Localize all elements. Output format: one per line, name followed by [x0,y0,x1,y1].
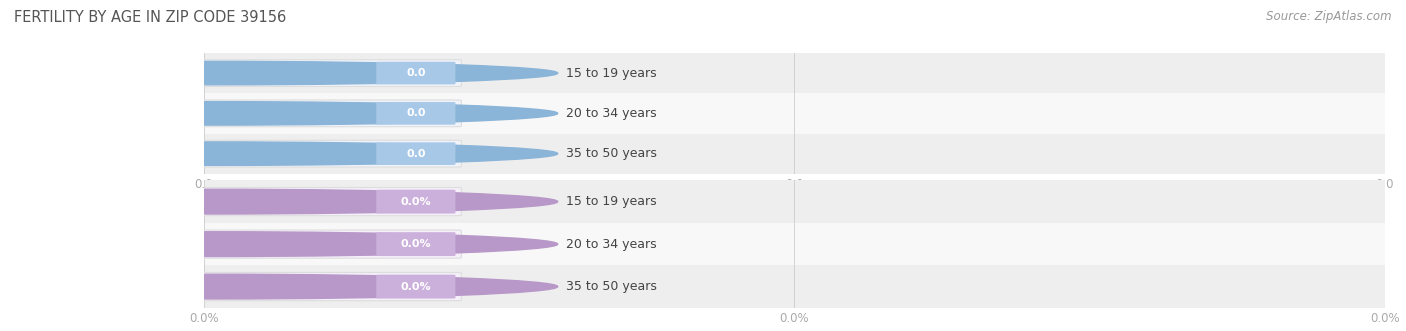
Text: 15 to 19 years: 15 to 19 years [567,67,657,79]
Text: 0.0: 0.0 [406,108,426,118]
Bar [204,93,1385,133]
Circle shape [0,274,558,299]
Bar [204,53,1385,93]
Circle shape [0,232,558,257]
Circle shape [0,142,558,166]
Text: 20 to 34 years: 20 to 34 years [567,238,657,251]
FancyBboxPatch shape [194,100,461,127]
Bar [204,180,1385,223]
Circle shape [0,189,558,214]
Text: 15 to 19 years: 15 to 19 years [567,195,657,208]
FancyBboxPatch shape [377,102,456,125]
Bar [204,265,1385,308]
FancyBboxPatch shape [377,275,456,299]
FancyBboxPatch shape [377,142,456,165]
Circle shape [0,61,558,85]
Text: 0.0: 0.0 [406,149,426,159]
FancyBboxPatch shape [194,230,461,258]
Circle shape [0,102,558,125]
Bar [204,133,1385,174]
FancyBboxPatch shape [194,272,461,301]
FancyBboxPatch shape [194,188,461,216]
Text: 35 to 50 years: 35 to 50 years [567,280,657,293]
FancyBboxPatch shape [194,60,461,86]
FancyBboxPatch shape [194,140,461,167]
Text: Source: ZipAtlas.com: Source: ZipAtlas.com [1267,10,1392,23]
Text: 35 to 50 years: 35 to 50 years [567,147,657,160]
FancyBboxPatch shape [377,190,456,213]
Text: 20 to 34 years: 20 to 34 years [567,107,657,120]
Text: 0.0%: 0.0% [401,239,432,249]
FancyBboxPatch shape [377,62,456,84]
Text: 0.0: 0.0 [406,68,426,78]
FancyBboxPatch shape [377,232,456,256]
Text: 0.0%: 0.0% [401,282,432,292]
Text: FERTILITY BY AGE IN ZIP CODE 39156: FERTILITY BY AGE IN ZIP CODE 39156 [14,10,287,25]
Text: 0.0%: 0.0% [401,197,432,207]
Bar [204,223,1385,265]
